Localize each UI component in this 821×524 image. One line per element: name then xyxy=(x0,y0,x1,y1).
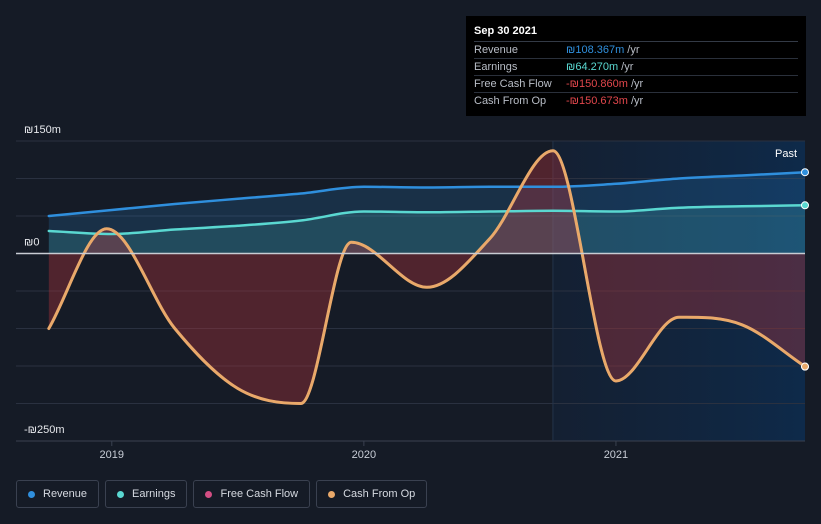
tooltip-label: Free Cash Flow xyxy=(474,78,552,90)
tooltip-unit: /yr xyxy=(627,44,640,56)
legend-dot-icon xyxy=(28,490,35,498)
legend-item-revenue[interactable]: Revenue xyxy=(16,480,100,508)
y-tick-label: ₪150m xyxy=(24,124,61,136)
legend-dot-icon xyxy=(205,490,213,498)
legend-item-earnings[interactable]: Earnings xyxy=(105,480,188,508)
tooltip-row-earnings: Earnings ₪64.270m /yr xyxy=(474,59,798,76)
tooltip-unit: /yr xyxy=(630,95,644,107)
line-revenue xyxy=(47,170,807,218)
legend-label: Cash From Op xyxy=(343,488,416,500)
y-axis-labels: ₪150m ₪0 -₪250m xyxy=(24,124,65,436)
area-free-cash-flow xyxy=(48,150,806,404)
tooltip-label: Revenue xyxy=(474,44,519,56)
area-earnings xyxy=(48,205,806,254)
tooltip-value: -₪150.673m xyxy=(566,95,628,107)
x-tick-label: 2019 xyxy=(100,449,124,461)
tooltip-row-free-cash-flow: Free Cash Flow -₪150.860m /yr xyxy=(474,76,798,93)
tooltip-value: -₪150.860m xyxy=(566,78,628,90)
legend-label: Revenue xyxy=(43,488,88,500)
legend-dot-icon xyxy=(117,490,125,498)
end-point-cash-from-op xyxy=(801,362,809,371)
line-earnings xyxy=(47,204,807,236)
x-tick-label: 2020 xyxy=(352,449,376,461)
lines xyxy=(16,149,809,405)
tooltip-value: ₪108.367m xyxy=(566,44,625,56)
line-cash-from-op xyxy=(47,149,807,405)
legend-dot-icon xyxy=(328,490,336,498)
legend: Revenue Earnings Free Cash Flow Cash Fro… xyxy=(16,480,428,508)
tooltip-unit: /yr xyxy=(621,61,634,73)
tooltip-date: Sep 30 2021 xyxy=(474,24,798,42)
legend-item-free-cash-flow[interactable]: Free Cash Flow xyxy=(193,480,311,508)
tooltip-label: Cash From Op xyxy=(474,95,547,107)
tooltip-row-revenue: Revenue ₪108.367m /yr xyxy=(474,42,798,59)
tooltip-value: ₪64.270m xyxy=(566,61,619,73)
tooltip-label: Earnings xyxy=(474,61,518,73)
legend-label: Earnings xyxy=(132,488,176,500)
tooltip: Sep 30 2021 Revenue ₪108.367m /yr Earnin… xyxy=(466,16,806,116)
end-point-revenue xyxy=(801,168,809,177)
past-label: Past xyxy=(775,148,797,160)
y-tick-label: -₪250m xyxy=(24,424,65,436)
tooltip-unit: /yr xyxy=(630,78,644,90)
legend-item-cash-from-op[interactable]: Cash From Op xyxy=(316,480,428,508)
legend-label: Free Cash Flow xyxy=(220,488,299,500)
x-axis-labels: 2019 2020 2021 xyxy=(100,441,628,461)
tooltip-row-cash-from-op: Cash From Op -₪150.673m /yr xyxy=(474,93,798,109)
end-point-earnings xyxy=(801,201,809,210)
x-tick-label: 2021 xyxy=(604,449,628,461)
y-tick-label: ₪0 xyxy=(24,237,39,249)
